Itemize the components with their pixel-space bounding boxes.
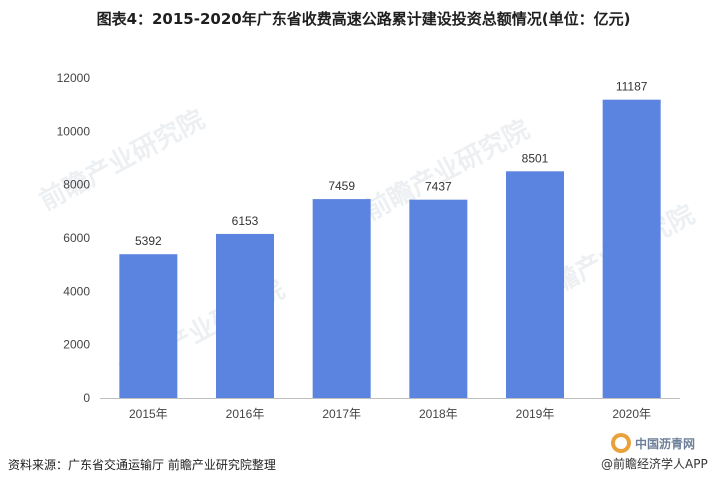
y-tick-label: 0 (83, 391, 90, 405)
y-tick-label: 4000 (63, 284, 90, 298)
logo-app-name: @前瞻经济学人APP (601, 457, 708, 471)
bars (119, 99, 661, 399)
x-tick-label: 2016年 (226, 407, 265, 421)
y-tick-label: 2000 (63, 338, 90, 352)
x-tick-label: 2019年 (516, 407, 555, 421)
x-tick-label: 2015年 (129, 407, 168, 421)
bar-value-label: 8501 (522, 151, 549, 165)
x-tick-label: 2020年 (612, 407, 651, 421)
y-tick-label: 12000 (57, 71, 91, 85)
bar (119, 254, 178, 398)
logo-site-name: 中国沥青网 (635, 437, 696, 451)
bar-value-label: 6153 (232, 214, 259, 228)
data-labels: 5392 6153 7459 7437 8501 11187 (135, 80, 648, 249)
bar-value-label: 11187 (616, 80, 648, 94)
bar (409, 199, 468, 398)
bar-value-label: 5392 (135, 234, 162, 248)
bar (216, 233, 274, 398)
y-tick-label: 8000 (63, 178, 90, 192)
x-tick-label: 2017年 (322, 407, 361, 421)
bar (312, 199, 371, 398)
bar (506, 171, 564, 398)
x-axis-ticks: 2015年 2016年 2017年 2018年 2019年 2020年 (129, 407, 651, 421)
source-note: 资料来源：广东省交通运输厅 前瞻产业研究院整理 (8, 458, 276, 472)
asphalt-logo-icon (611, 433, 631, 453)
bar-value-label: 7437 (425, 180, 452, 194)
y-axis-ticks: 0 2000 4000 6000 8000 10000 12000 (57, 71, 91, 405)
bar-value-label: 7459 (328, 179, 355, 193)
brand-logo: 中国沥青网 @前瞻经济学人APP (601, 433, 719, 473)
chart-title: 图表4：2015-2020年广东省收费高速公路累计建设投资总额情况(单位：亿元) (96, 10, 631, 28)
bar (602, 99, 661, 399)
y-tick-label: 6000 (63, 231, 90, 245)
x-tick-label: 2018年 (419, 407, 458, 421)
y-tick-label: 10000 (57, 124, 91, 138)
